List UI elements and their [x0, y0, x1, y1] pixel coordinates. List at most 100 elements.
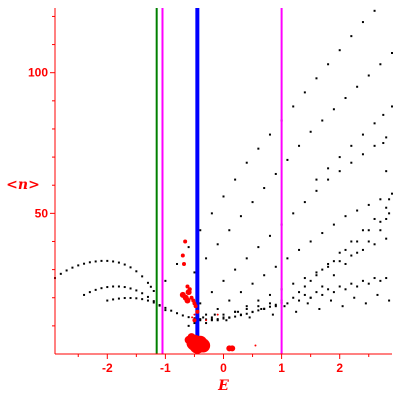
data-point: [382, 113, 385, 116]
data-point: [286, 302, 289, 305]
data-point: [385, 206, 388, 209]
data-point: [135, 297, 138, 300]
data-point: [146, 299, 149, 302]
data-point: [361, 279, 364, 282]
data-point: [222, 316, 225, 319]
data-point: [176, 262, 179, 265]
data-point: [303, 277, 306, 280]
highlight-point: [185, 284, 190, 289]
data-point: [391, 192, 393, 195]
data-point: [318, 307, 321, 310]
data-point: [216, 243, 219, 246]
data-point: [141, 275, 144, 278]
data-point: [129, 287, 132, 290]
y-axis-label: <n>: [6, 177, 40, 193]
data-point: [187, 324, 190, 327]
data-point: [344, 248, 347, 251]
data-point: [257, 246, 260, 249]
data-point: [88, 291, 91, 294]
data-point: [338, 285, 341, 288]
data-point: [170, 309, 173, 312]
highlight-point: [181, 261, 186, 266]
highlight-point: [193, 313, 196, 316]
data-point: [303, 293, 306, 296]
data-point: [353, 296, 356, 299]
data-point: [373, 277, 376, 280]
data-point: [146, 295, 149, 298]
data-point: [338, 251, 341, 254]
data-point: [332, 108, 335, 111]
x-tick-label: 0: [220, 361, 227, 375]
data-point: [83, 293, 86, 296]
data-point: [364, 302, 367, 305]
data-point: [344, 288, 347, 291]
data-point: [298, 299, 301, 302]
data-point: [315, 77, 318, 80]
data-point: [216, 307, 219, 310]
data-point: [373, 9, 376, 12]
data-point: [94, 288, 97, 291]
data-point: [268, 293, 271, 296]
data-point: [123, 286, 126, 289]
data-point: [222, 313, 225, 316]
highlight-point: [180, 253, 185, 258]
data-point: [361, 133, 364, 136]
data-point: [205, 313, 208, 316]
data-point: [361, 229, 364, 232]
data-point: [385, 170, 388, 173]
highlight-point: [193, 304, 198, 309]
data-point: [268, 133, 271, 136]
data-point: [321, 293, 324, 296]
data-point: [286, 257, 289, 260]
data-point: [205, 257, 208, 260]
data-point: [329, 299, 332, 302]
data-point: [315, 189, 318, 192]
data-point: [141, 298, 144, 301]
data-point: [309, 130, 312, 133]
data-point: [158, 304, 161, 307]
data-point: [234, 268, 237, 271]
data-point: [210, 319, 213, 322]
data-point: [251, 310, 254, 313]
data-point: [129, 297, 132, 300]
data-point: [332, 260, 335, 263]
data-point: [356, 209, 359, 212]
data-point: [298, 248, 301, 251]
data-point: [164, 306, 167, 309]
data-point: [274, 265, 277, 268]
data-point: [88, 261, 91, 264]
data-point: [222, 279, 225, 282]
data-point: [367, 229, 370, 232]
data-point: [112, 260, 115, 263]
data-point: [193, 271, 196, 274]
data-point: [187, 246, 190, 249]
data-point: [123, 263, 126, 266]
data-point: [100, 259, 103, 262]
highlight-point: [192, 318, 197, 323]
data-point: [199, 319, 202, 322]
data-point: [391, 52, 393, 55]
data-point: [350, 282, 353, 285]
data-point: [361, 21, 364, 24]
data-point: [309, 279, 312, 282]
highlight-point: [195, 309, 200, 314]
data-point: [356, 85, 359, 88]
data-point: [332, 223, 335, 226]
red-point-series: [179, 239, 257, 354]
data-point: [71, 266, 74, 269]
data-point: [367, 240, 370, 243]
data-point: [292, 212, 295, 215]
data-point: [164, 279, 167, 282]
data-point: [234, 178, 237, 181]
highlight-point: [191, 316, 194, 319]
data-point: [199, 302, 202, 305]
data-point: [344, 215, 347, 218]
data-point: [234, 310, 237, 313]
data-point: [295, 310, 298, 313]
data-point: [245, 312, 248, 315]
data-point: [117, 297, 120, 300]
data-point: [274, 172, 277, 175]
data-point: [248, 316, 251, 319]
data-point: [361, 153, 364, 156]
vertical-marker-lines: [155, 8, 283, 354]
